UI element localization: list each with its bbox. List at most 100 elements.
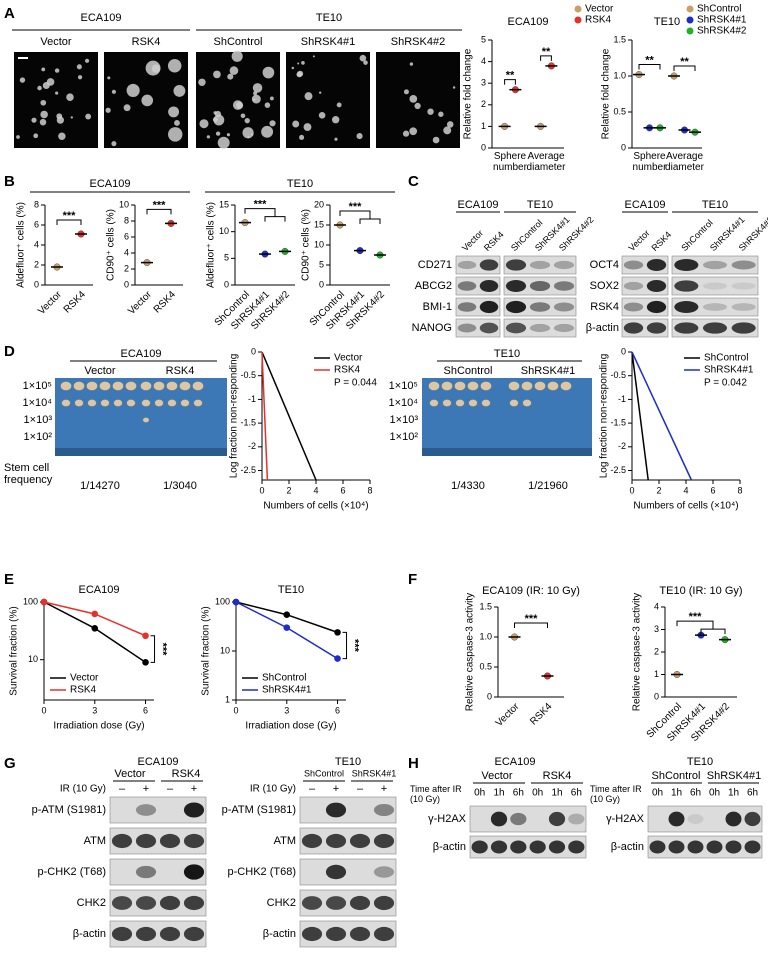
tumor [442, 399, 452, 407]
y-tick-label: 4 [34, 239, 39, 249]
treatment-sign: – [357, 783, 364, 795]
x-tick-label: 0 [233, 705, 238, 715]
x-tick-label-box: Average diameter [527, 151, 566, 173]
sphere [301, 61, 305, 65]
significance-bracket [700, 628, 726, 635]
group-title: TE10 [494, 348, 520, 360]
micrograph [286, 52, 370, 148]
lane-label: Vector [627, 228, 652, 253]
sphere [296, 71, 303, 78]
blot-row-label: RSK4 [590, 301, 619, 313]
blot-band [505, 259, 527, 271]
tumor [560, 381, 572, 391]
blot-band [479, 259, 499, 271]
tumor [193, 399, 203, 407]
y-tick-label: 0.5 [613, 106, 626, 116]
tumor [61, 399, 71, 407]
significance-bracket [264, 216, 286, 222]
blot-band [135, 865, 157, 879]
treatment-sign: – [309, 783, 316, 795]
blot-band [325, 896, 347, 910]
blot-band [183, 864, 205, 880]
dose-label: 1×10³ [390, 414, 419, 426]
group-title: ECA109 [138, 756, 179, 768]
sphere [446, 121, 454, 128]
lane-label: ShRSK4#1 [707, 770, 761, 782]
x-tick-label: 3 [284, 705, 289, 715]
tumor [100, 399, 110, 407]
y-tick-label: 2 [124, 263, 129, 273]
legend-label: RSK4 [70, 685, 97, 696]
significance-bracket [673, 65, 696, 71]
frequency-value: 1/4330 [451, 480, 485, 492]
tumor [142, 417, 150, 423]
sphere [331, 116, 340, 124]
lane-label: ShControl [652, 770, 701, 782]
y-tick-label: 8 [34, 199, 39, 209]
blot-band [135, 896, 157, 910]
significance-bracket [359, 218, 381, 224]
blot-band [702, 282, 728, 290]
blot-band [553, 302, 575, 312]
y-tick-label: 1 [481, 121, 486, 131]
sphere [212, 117, 218, 123]
y-axis-label: Relative caspase-3 activity [632, 593, 643, 711]
significance-bracket [638, 64, 661, 70]
tumor [74, 399, 84, 407]
group-title: TE10 [335, 756, 361, 768]
y-axis-label: Relative caspase-3 activity [465, 593, 476, 711]
significance-bracket [504, 79, 516, 85]
sphere [56, 116, 64, 124]
sphere [252, 83, 263, 93]
legend-label: Vector [70, 673, 99, 684]
x-tick-label: 0 [41, 705, 46, 715]
significance-bracket [146, 208, 172, 215]
sphere [236, 101, 244, 109]
tumor [153, 381, 165, 391]
y-tick-label: 0 [34, 279, 39, 289]
blot-band [731, 282, 756, 290]
significance-label: ** [542, 46, 551, 58]
y-tick-label: 4 [654, 601, 659, 611]
panel-label: B [4, 173, 15, 190]
y-tick-label: 0 [487, 691, 492, 701]
significance-bracket [339, 210, 371, 219]
blot-band [725, 840, 742, 854]
y-tick-label: 10 [28, 654, 38, 664]
sphere [77, 75, 83, 80]
panel-label: A [4, 5, 15, 22]
blot-band [687, 814, 704, 824]
sphere [356, 133, 363, 140]
y-axis-label: Aldefluor⁺ cells (%) [16, 202, 27, 288]
time-point: 0h [709, 788, 720, 799]
group-title: TE10 [527, 199, 553, 211]
tumor [522, 399, 532, 407]
legend-label: ShRSK4#1 [704, 365, 754, 376]
blot-band [457, 281, 477, 291]
blot-band [373, 833, 395, 849]
y-tick-label: 10 [119, 199, 129, 209]
y-tick-label: -2 [618, 441, 626, 451]
lane-label: ShControl [214, 36, 263, 48]
blot-band [529, 260, 551, 270]
chart-title: TE10 (IR: 10 Gy) [659, 585, 742, 597]
x-tick-label: RSK4 [152, 289, 179, 316]
blot-row-label: NANOG [412, 322, 452, 334]
blot-band [623, 281, 644, 291]
blot-band [111, 926, 133, 942]
y-axis-label: Relative fold change [463, 48, 474, 139]
sphere [55, 91, 59, 95]
tumor [509, 399, 519, 407]
blot-band [349, 895, 371, 911]
lane-label: Vector [114, 768, 146, 780]
sphere [31, 117, 37, 123]
tumor [480, 381, 492, 391]
sphere [262, 66, 275, 79]
sphere [58, 132, 66, 140]
sphere [359, 54, 367, 62]
sphere [217, 136, 230, 149]
legend-label: RSK4 [585, 15, 612, 26]
y-axis-label: Relative fold change [601, 48, 612, 139]
group-title: ECA109 [90, 178, 131, 190]
tumor [166, 381, 178, 391]
